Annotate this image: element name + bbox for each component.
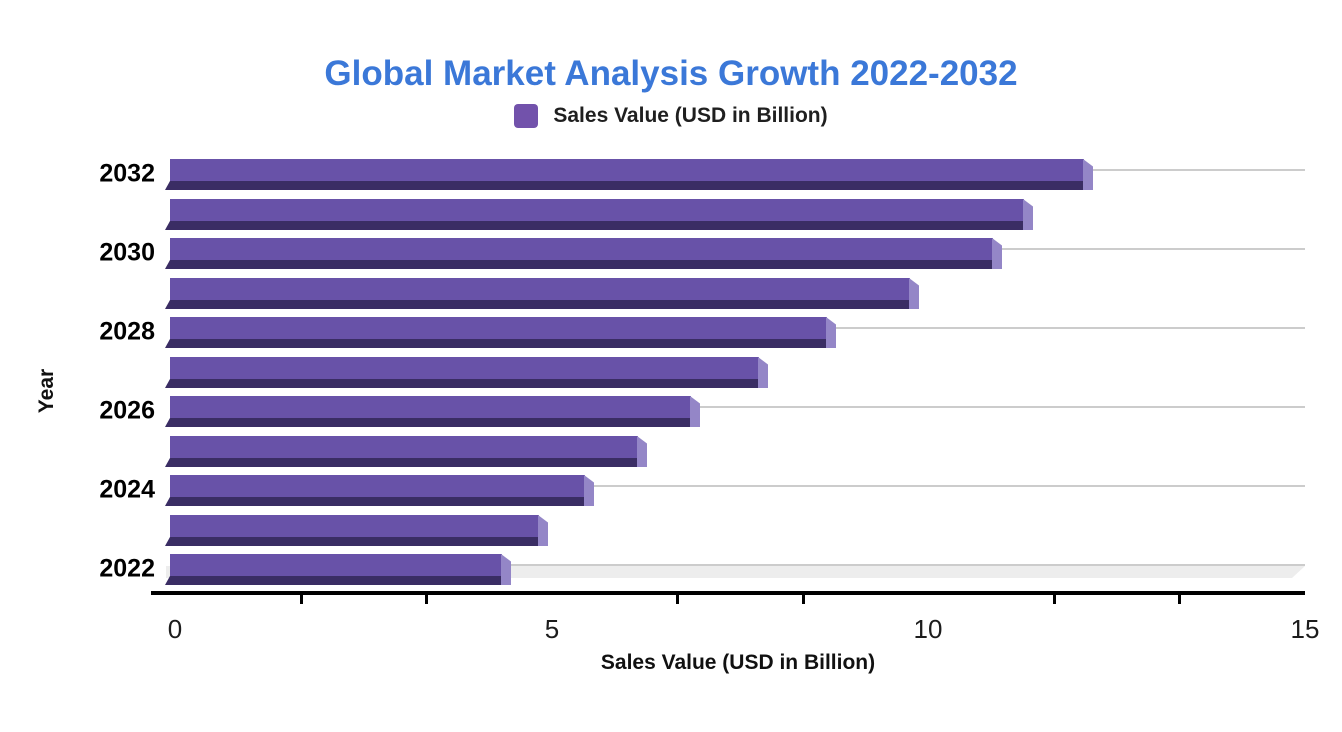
x-axis-tick-label-10: 10 (913, 614, 943, 644)
bar-body (170, 238, 993, 260)
x-axis-minor-tick (300, 593, 303, 604)
bar-cap (538, 515, 548, 546)
x-axis-minor-tick (802, 593, 805, 604)
bar-body (170, 554, 502, 576)
bar-cap (1083, 159, 1093, 190)
bar-body (170, 396, 691, 418)
bar-body (170, 278, 910, 300)
legend-swatch-icon (514, 104, 539, 128)
x-axis-tick-label-5: 5 (544, 614, 560, 644)
bar-base (165, 497, 585, 506)
bar-body (170, 159, 1084, 181)
y-axis-label-2022: 2022 (99, 554, 155, 583)
bar-2027 (165, 357, 768, 388)
bar-cap (826, 317, 836, 348)
bar-2022 (165, 554, 511, 585)
bar-2023 (165, 515, 548, 546)
bar-2032 (165, 159, 1093, 190)
bar-cap (992, 238, 1002, 269)
bar-base (165, 339, 827, 348)
x-axis-tick-label-0: 0 (167, 614, 183, 644)
bar-body (170, 357, 759, 379)
y-axis-label-2024: 2024 (99, 475, 155, 504)
chart-title: Global Market Analysis Growth 2022-2032 (324, 54, 1018, 93)
x-axis-minor-tick (425, 593, 428, 604)
bar-2029 (165, 278, 919, 309)
bar-2031 (165, 199, 1033, 230)
bar-cap (758, 357, 768, 388)
bar-base (165, 221, 1024, 230)
y-axis-title: Year (35, 368, 58, 414)
legend: Sales Value (USD in Billion) (0, 104, 1342, 128)
y-axis-label-2030: 2030 (99, 238, 155, 267)
bar-2028 (165, 317, 836, 348)
bar-body (170, 199, 1024, 221)
bar-base (165, 260, 993, 269)
bar-cap (690, 396, 700, 427)
bar-body (170, 436, 638, 458)
gridline-2026 (170, 406, 1305, 408)
x-axis-minor-tick (676, 593, 679, 604)
x-axis-tick-label-15: 15 (1290, 614, 1320, 644)
bar-cap (637, 436, 647, 467)
bar-base (165, 458, 638, 467)
bar-base (165, 181, 1084, 190)
bar-base (165, 537, 539, 546)
bar-2024 (165, 475, 594, 506)
legend-label: Sales Value (USD in Billion) (553, 104, 828, 127)
bar-body (170, 515, 539, 537)
x-axis-minor-tick (1178, 593, 1181, 604)
bar-base (165, 300, 910, 309)
bar-cap (584, 475, 594, 506)
bar-body (170, 317, 827, 339)
bar-2025 (165, 436, 647, 467)
x-axis-minor-tick (1053, 593, 1056, 604)
gridline-2022 (170, 564, 1305, 566)
bar-cap (909, 278, 919, 309)
y-axis-label-2032: 2032 (99, 159, 155, 188)
bar-base (165, 418, 691, 427)
x-axis-title: Sales Value (USD in Billion) (600, 651, 876, 674)
y-axis-label-2026: 2026 (99, 396, 155, 425)
gridline-2024 (170, 485, 1305, 487)
y-axis-label-2028: 2028 (99, 317, 155, 346)
bar-body (170, 475, 585, 497)
x-axis-line (151, 591, 1305, 595)
bar-base (165, 379, 759, 388)
bar-2030 (165, 238, 1002, 269)
bar-cap (501, 554, 511, 585)
bar-cap (1023, 199, 1033, 230)
bar-base (165, 576, 502, 585)
bar-2026 (165, 396, 700, 427)
